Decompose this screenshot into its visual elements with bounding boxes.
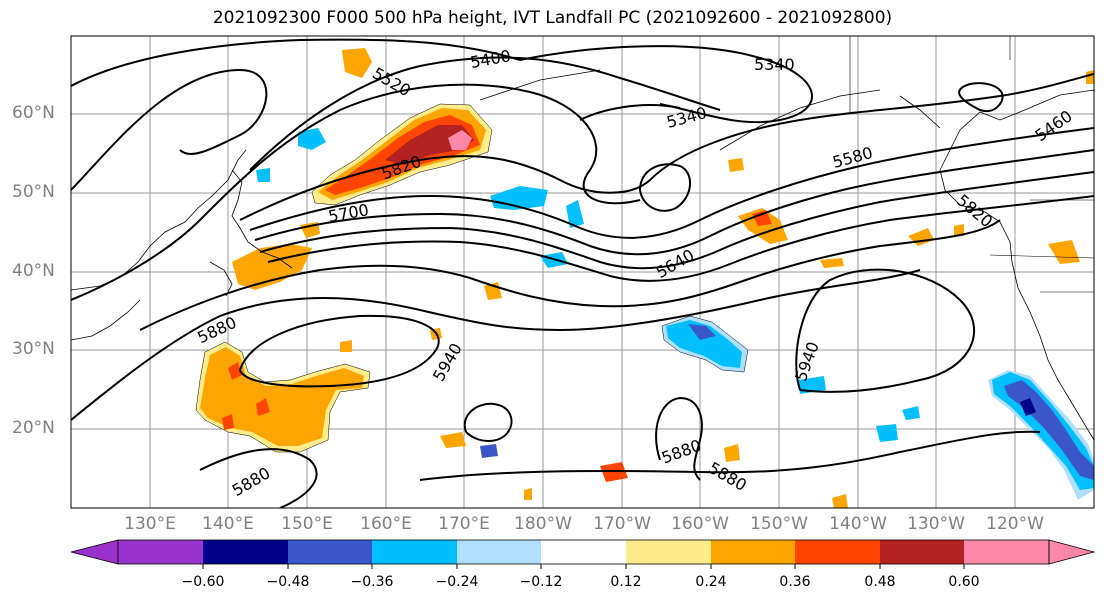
lon-label: 130°E <box>124 514 176 534</box>
colorbar-tick-label: −0.48 <box>266 574 310 590</box>
lon-label: 160°E <box>360 514 412 534</box>
lon-label: 140°W <box>829 514 887 534</box>
lat-label: 60°N <box>12 103 55 123</box>
colorbar-tick-label: 0.60 <box>948 574 980 590</box>
lat-label: 20°N <box>12 418 55 438</box>
colorbar-extend-low <box>70 539 119 565</box>
lon-label: 130°W <box>907 514 965 534</box>
colorbar-tick-label: 0.48 <box>864 574 896 590</box>
shading-outlines <box>195 103 749 453</box>
lon-label: 170°W <box>593 514 651 534</box>
lon-label: 170°E <box>438 514 490 534</box>
map-title: 2021092300 F000 500 hPa height, IVT Land… <box>212 8 893 28</box>
lon-label: 140°E <box>202 514 254 534</box>
colorbar-tick-label: 0.12 <box>610 574 642 590</box>
colorbar-tick-label: −0.24 <box>435 574 479 590</box>
lon-label: 180°W <box>514 514 572 534</box>
lon-label: 150°W <box>750 514 808 534</box>
lon-label: 150°E <box>281 514 333 534</box>
map-frame <box>70 35 1095 509</box>
colorbar-tick-label: −0.12 <box>519 574 563 590</box>
positive-plume-north-dark <box>385 125 474 165</box>
colorbar-tick-label: −0.36 <box>350 574 394 590</box>
lon-label: 160°W <box>671 514 729 534</box>
lat-label: 40°N <box>12 261 55 281</box>
colorbar-extend-high <box>1048 539 1096 565</box>
colorbar-tick-label: 0.24 <box>695 574 727 590</box>
colorbar-tick-label: −0.60 <box>181 574 225 590</box>
colorbar-tick-label: 0.36 <box>779 574 811 590</box>
lon-label: 120°W <box>986 514 1044 534</box>
contour-label: 5340 <box>754 55 795 74</box>
colorbar <box>70 539 1096 569</box>
positive-plume-north-pink <box>448 130 472 150</box>
coastlines <box>71 69 1094 441</box>
height-contours <box>71 38 1094 508</box>
lat-label: 50°N <box>12 182 55 202</box>
graticule <box>71 36 1094 508</box>
lat-label: 30°N <box>12 339 55 359</box>
